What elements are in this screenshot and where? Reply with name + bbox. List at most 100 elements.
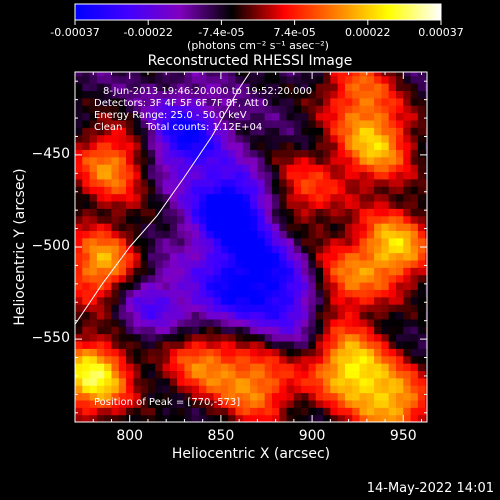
heatmap-pixel	[111, 333, 120, 342]
heatmap-pixel	[177, 178, 186, 187]
heatmap-pixel	[308, 105, 317, 114]
heatmap-pixel	[206, 178, 215, 187]
heatmap-pixel	[96, 304, 105, 313]
heatmap-pixel	[257, 156, 266, 165]
heatmap-pixel	[395, 348, 404, 357]
heatmap-pixel	[184, 186, 193, 195]
heatmap-pixel	[111, 267, 120, 276]
heatmap-pixel	[381, 282, 390, 290]
heatmap-pixel	[126, 193, 134, 202]
heatmap-pixel	[395, 72, 404, 77]
heatmap-pixel	[228, 208, 237, 217]
heatmap-pixel	[177, 282, 186, 290]
heatmap-pixel	[82, 252, 91, 261]
heatmap-pixel	[388, 97, 397, 106]
heatmap-pixel	[381, 259, 390, 268]
heatmap-pixel	[366, 119, 375, 128]
heatmap-pixel	[75, 370, 83, 379]
heatmap-pixel	[286, 208, 295, 217]
heatmap-pixel	[366, 83, 375, 92]
heatmap-pixel	[264, 414, 273, 422]
heatmap-pixel	[366, 355, 375, 364]
heatmap-pixel	[126, 208, 134, 217]
heatmap-pixel	[395, 274, 404, 283]
heatmap-pixel	[75, 105, 83, 114]
heatmap-pixel	[118, 112, 127, 121]
heatmap-pixel	[184, 289, 193, 298]
heatmap-pixel	[374, 377, 383, 386]
heatmap-pixel	[133, 289, 142, 298]
heatmap-pixel	[177, 326, 186, 335]
heatmap-pixel	[96, 274, 105, 283]
heatmap-pixel	[344, 414, 353, 422]
heatmap-pixel	[220, 90, 229, 99]
heatmap-pixel	[301, 72, 310, 77]
heatmap-pixel	[199, 171, 207, 180]
heatmap-pixel	[352, 392, 361, 401]
heatmap-pixel	[417, 200, 426, 209]
heatmap-pixel	[410, 311, 419, 320]
heatmap-pixel	[213, 385, 222, 394]
heatmap-pixel	[206, 289, 215, 298]
heatmap-pixel	[199, 407, 207, 416]
heatmap-pixel	[111, 385, 120, 394]
heatmap-pixel	[425, 267, 427, 276]
heatmap-pixel	[271, 282, 280, 290]
heatmap-pixel	[417, 237, 426, 246]
heatmap-pixel	[403, 230, 412, 239]
heatmap-pixel	[293, 267, 302, 276]
heatmap-pixel	[89, 399, 98, 408]
heatmap-pixel	[199, 200, 207, 209]
heatmap-pixel	[308, 200, 317, 209]
heatmap-pixel	[206, 407, 215, 416]
heatmap-pixel	[279, 355, 288, 364]
heatmap-pixel	[206, 193, 215, 202]
heatmap-pixel	[403, 340, 412, 349]
heatmap-pixel	[374, 289, 383, 298]
heatmap-pixel	[118, 105, 127, 114]
heatmap-pixel	[242, 259, 251, 268]
heatmap-pixel	[206, 363, 215, 372]
heatmap-pixel	[279, 72, 288, 77]
heatmap-pixel	[388, 355, 397, 364]
heatmap-pixel	[242, 149, 251, 158]
heatmap-pixel	[220, 186, 229, 195]
heatmap-pixel	[184, 208, 193, 217]
heatmap-pixel	[388, 333, 397, 342]
heatmap-pixel	[395, 156, 404, 165]
heatmap-pixel	[403, 274, 412, 283]
heatmap-pixel	[417, 311, 426, 320]
heatmap-pixel	[381, 267, 390, 276]
heatmap-pixel	[308, 156, 317, 165]
heatmap-pixel	[293, 385, 302, 394]
colorbar-tick-label: -0.00022	[123, 26, 173, 39]
heatmap-pixel	[374, 193, 383, 202]
heatmap-pixel	[191, 348, 200, 357]
heatmap-pixel	[162, 223, 171, 232]
heatmap-pixel	[242, 134, 251, 143]
heatmap-pixel	[235, 407, 244, 416]
heatmap-pixel	[111, 119, 120, 128]
heatmap-pixel	[235, 134, 244, 143]
heatmap-pixel	[96, 105, 105, 114]
heatmap-pixel	[381, 127, 390, 136]
heatmap-pixel	[199, 156, 207, 165]
heatmap-pixel	[301, 267, 310, 276]
heatmap-pixel	[169, 208, 178, 217]
heatmap-pixel	[301, 127, 310, 136]
heatmap-pixel	[308, 215, 317, 224]
heatmap-pixel	[293, 259, 302, 268]
heatmap-pixel	[257, 304, 266, 313]
heatmap-pixel	[177, 252, 186, 261]
heatmap-pixel	[75, 75, 83, 84]
heatmap-pixel	[301, 245, 310, 254]
heatmap-pixel	[111, 274, 120, 283]
heatmap-pixel	[199, 119, 207, 128]
heatmap-pixel	[308, 274, 317, 283]
heatmap-pixel	[162, 171, 171, 180]
heatmap-pixel	[147, 200, 156, 209]
heatmap-pixel	[301, 90, 310, 99]
heatmap-pixel	[403, 414, 412, 422]
heatmap-pixel	[301, 119, 310, 128]
heatmap-pixel	[147, 274, 156, 283]
